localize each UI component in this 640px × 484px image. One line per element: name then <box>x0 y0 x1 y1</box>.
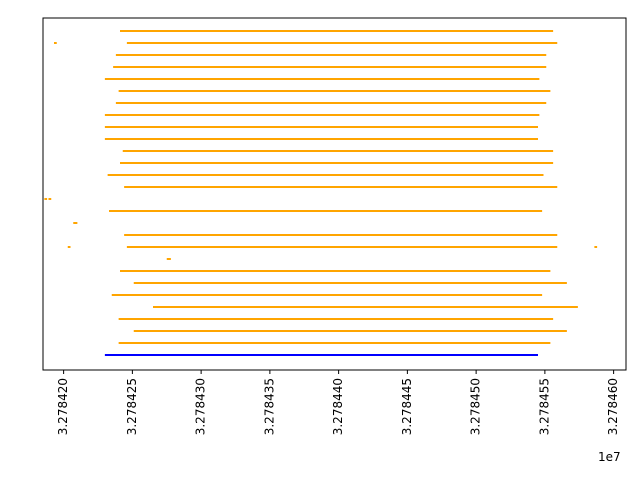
x-tick-label: 3.278435 <box>262 378 276 435</box>
x-tick-label: 3.278455 <box>537 378 551 435</box>
x-tick-label: 3.278440 <box>331 378 345 435</box>
x-tick-label: 3.278445 <box>400 378 414 435</box>
x-offset-label: 1e7 <box>598 450 621 464</box>
x-tick-label: 3.278425 <box>125 378 139 435</box>
x-tick-label: 3.278420 <box>56 378 70 435</box>
x-tick-label: 3.278430 <box>194 378 208 435</box>
axes-frame <box>42 17 627 371</box>
x-tick-label: 3.278460 <box>606 378 620 435</box>
x-tick-label: 3.278450 <box>469 378 483 435</box>
